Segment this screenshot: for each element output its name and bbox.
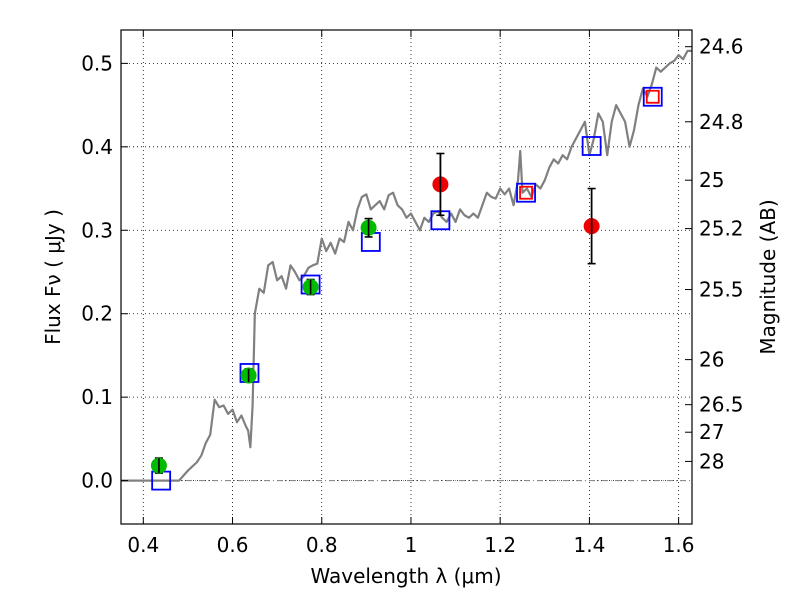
sed-model-line [121,49,692,482]
y2-tick-label-2: 25 [699,168,724,192]
y2-tick-label-3: 25.2 [699,217,744,241]
plot-frame [120,29,693,525]
y2-tick-label-8: 28 [699,449,724,473]
grid-layer [121,30,692,524]
marks-layer [150,86,663,491]
x-tick-label-2: 0.8 [306,533,338,557]
y-tick-label-3: 0.3 [81,218,113,242]
ticks-layer: 0.4 0.6 0.8 1 1.2 1.4 1.6 0.0 0.1 0.2 0.3 0.4 0.5 24.… [81,30,744,557]
y2-tick-label-0: 24.6 [699,35,744,59]
y-tick-label-0: 0.0 [81,469,113,493]
y2-tick-label-5: 26 [699,348,724,372]
model-photometry-point-6 [581,136,602,156]
y-tick-label-2: 0.2 [81,302,113,326]
x-tick-label-0: 0.4 [127,533,159,557]
y2-tick-label-6: 26.5 [699,393,744,417]
x-tick-label-1: 0.6 [217,533,249,557]
x-tick-label-5: 1.4 [573,533,605,557]
near-ir-upper-limits-point-1 [645,89,660,104]
y-tick-label-5: 0.5 [81,51,113,75]
y2-tick-label-1: 24.8 [699,110,744,134]
model-photometry-point-5 [516,182,536,203]
y2-tick-label-7: 27 [699,420,724,444]
x-axis-title: Wavelength λ (μm) [310,564,501,588]
x-tick-label-4: 1.2 [484,533,516,557]
y2-axis-title: Magnitude (AB) [756,199,780,354]
model-photometry-point-7 [642,86,663,107]
y2-tick-label-4: 25.5 [699,278,744,302]
near-ir-upper-limits-point-0 [519,185,533,200]
model-photometry-point-3 [360,232,381,252]
x-tick-label-3: 1 [405,533,418,557]
y-tick-label-1: 0.1 [81,385,113,409]
x-tick-label-6: 1.6 [663,533,695,557]
y-axis-title: Flux Fν ( μJy ) [41,209,65,345]
y-tick-label-4: 0.4 [81,135,113,159]
